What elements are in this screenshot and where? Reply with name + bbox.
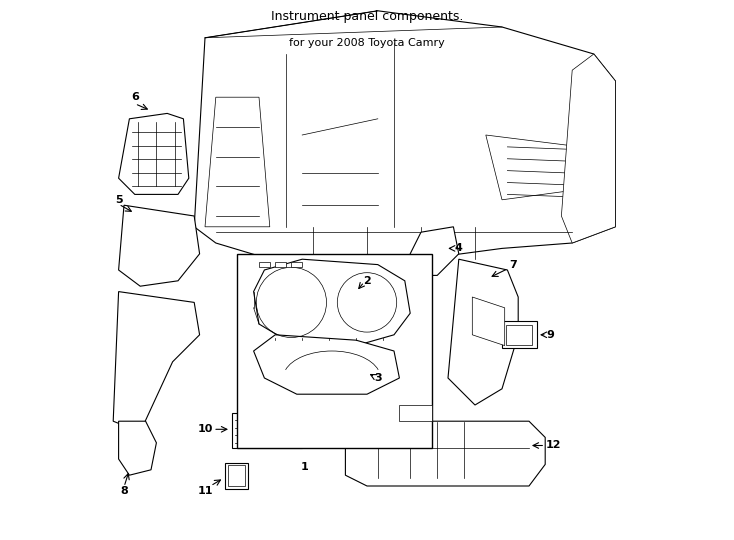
Polygon shape	[472, 297, 505, 346]
Text: 2: 2	[363, 276, 371, 286]
Text: 4: 4	[455, 244, 462, 253]
Polygon shape	[410, 227, 459, 275]
Polygon shape	[119, 205, 200, 286]
Polygon shape	[205, 97, 270, 227]
Bar	[228, 465, 245, 486]
Polygon shape	[346, 421, 545, 486]
Bar	[259, 262, 270, 267]
Polygon shape	[486, 135, 583, 200]
Polygon shape	[562, 54, 615, 243]
Text: 10: 10	[197, 424, 213, 434]
Text: 6: 6	[131, 92, 139, 102]
Text: Instrument panel components.: Instrument panel components.	[271, 10, 463, 23]
FancyBboxPatch shape	[237, 254, 432, 448]
Bar	[502, 321, 537, 348]
Polygon shape	[119, 113, 189, 194]
Bar	[291, 262, 302, 267]
Polygon shape	[399, 405, 432, 421]
Text: 7: 7	[509, 260, 517, 269]
Text: 8: 8	[120, 487, 128, 496]
Polygon shape	[448, 259, 518, 405]
Polygon shape	[232, 413, 302, 448]
Polygon shape	[113, 292, 200, 432]
Text: 11: 11	[197, 487, 213, 496]
Polygon shape	[254, 259, 410, 346]
Text: 9: 9	[547, 330, 555, 340]
Text: for your 2008 Toyota Camry: for your 2008 Toyota Camry	[289, 38, 445, 48]
Polygon shape	[254, 335, 399, 394]
Text: 12: 12	[545, 441, 561, 450]
Text: 3: 3	[374, 373, 382, 383]
Polygon shape	[195, 11, 615, 270]
Polygon shape	[119, 421, 156, 475]
Bar	[506, 325, 532, 345]
Bar	[225, 463, 247, 489]
Text: 5: 5	[115, 195, 123, 205]
Text: 1: 1	[301, 462, 309, 472]
Bar	[275, 262, 286, 267]
